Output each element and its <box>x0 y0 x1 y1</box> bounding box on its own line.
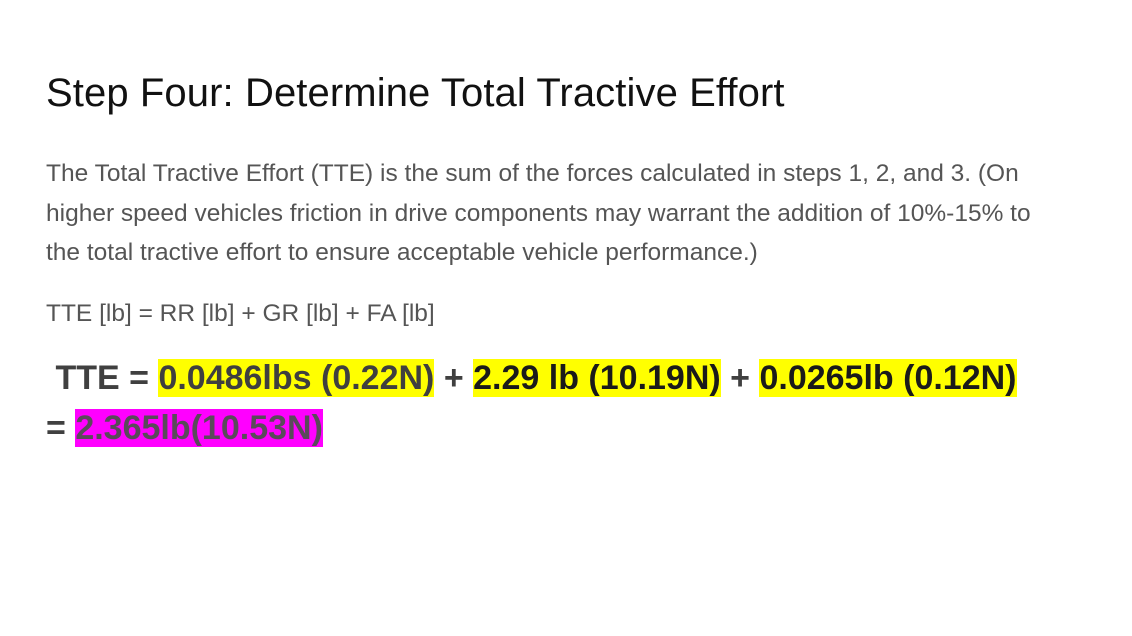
document-content: Step Four: Determine Total Tractive Effo… <box>46 68 1046 453</box>
total-value-highlight: 2.365lb(10.53N) <box>75 409 323 447</box>
description-paragraph: The Total Tractive Effort (TTE) is the s… <box>46 160 1031 266</box>
equals-operator: = <box>46 409 66 447</box>
tte-result-equation: TTE = 0.0486lbs (0.22N) + 2.29 lb (10.19… <box>46 353 1026 453</box>
plus-operator: + <box>730 359 751 397</box>
fa-value-highlight: 0.0265lb (0.12N) <box>759 359 1017 397</box>
rr-value-highlight: 0.0486lbs (0.22N) <box>158 359 435 397</box>
tte-formula: TTE [lb] = RR [lb] + GR [lb] + FA [lb] <box>46 299 435 327</box>
section-heading: Step Four: Determine Total Tractive Effo… <box>46 71 785 115</box>
gr-value-highlight: 2.29 lb (10.19N) <box>473 359 721 397</box>
plus-operator: + <box>443 359 464 397</box>
tte-result-prefix: TTE = <box>55 359 149 397</box>
